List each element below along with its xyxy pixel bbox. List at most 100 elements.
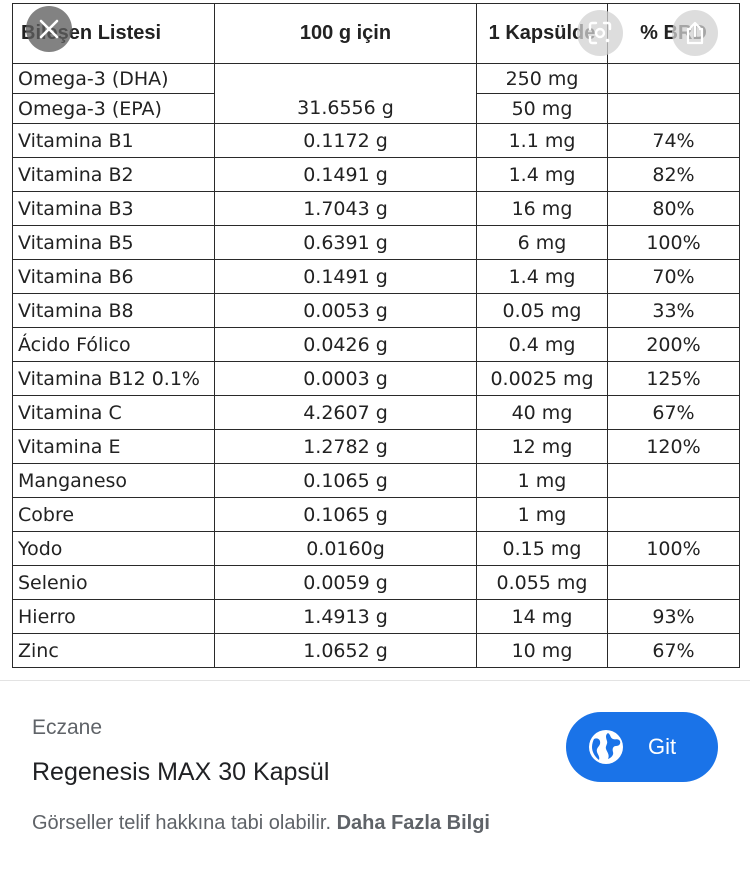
visual-search-button[interactable]	[577, 10, 623, 56]
brd-value: 93%	[607, 599, 740, 634]
ingredient-name: Selenio	[12, 565, 215, 600]
brd-value: 67%	[607, 395, 740, 430]
per-100g-value: 1.0652 g	[214, 633, 477, 668]
brd-value: 82%	[607, 157, 740, 192]
per-capsule-value: 6 mg	[476, 225, 608, 260]
per-capsule-value: 250 mg	[476, 63, 608, 94]
per-capsule-value: 12 mg	[476, 429, 608, 464]
per-capsule-value: 0.15 mg	[476, 531, 608, 566]
visit-button-label: Git	[648, 734, 677, 759]
lens-icon	[588, 21, 612, 45]
per-100g-value: 0.1491 g	[214, 157, 477, 192]
ingredient-name: Vitamina E	[12, 429, 215, 464]
per-capsule-value: 10 mg	[476, 633, 608, 668]
brd-value: 200%	[607, 327, 740, 362]
ingredient-name: Vitamina B2	[12, 157, 215, 192]
per-capsule-value: 1.4 mg	[476, 259, 608, 294]
ingredient-name: Vitamina B5	[12, 225, 215, 260]
ingredient-name: Hierro	[12, 599, 215, 634]
brd-value: 80%	[607, 191, 740, 226]
brd-value: 74%	[607, 123, 740, 158]
image-title[interactable]: Regenesis MAX 30 Kapsül	[32, 758, 330, 786]
ingredient-name: Zinc	[12, 633, 215, 668]
per-capsule-value: 16 mg	[476, 191, 608, 226]
brd-value: 100%	[607, 531, 740, 566]
table-row: Omega-3 (DHA) 250 mg	[12, 63, 740, 94]
divider	[0, 680, 750, 681]
ingredient-name: Vitamina B8	[12, 293, 215, 328]
share-icon	[686, 21, 704, 45]
table-row: Hierro 1.4913 g 14 mg 93%	[12, 599, 740, 634]
ingredient-name: Manganeso	[12, 463, 215, 498]
per-capsule-value: 0.05 mg	[476, 293, 608, 328]
source-site-name[interactable]: Eczane	[32, 716, 103, 739]
ingredient-name: Omega-3 (DHA)	[12, 63, 215, 94]
ingredient-name: Vitamina B6	[12, 259, 215, 294]
brd-value: 120%	[607, 429, 740, 464]
ingredient-name: Vitamina B3	[12, 191, 215, 226]
table-row: Vitamina B3 1.7043 g 16 mg 80%	[12, 191, 740, 226]
per-100g-value: 0.1491 g	[214, 259, 477, 294]
table-row: Vitamina B12 0.1% 0.0003 g 0.0025 mg 125%	[12, 361, 740, 396]
per-100g-value: 1.4913 g	[214, 599, 477, 634]
table-row: Selenio 0.0059 g 0.055 mg	[12, 565, 740, 600]
table-row: Vitamina C 4.2607 g 40 mg 67%	[12, 395, 740, 430]
ingredient-name: Ácido Fólico	[12, 327, 215, 362]
table-row: Omega-3 (EPA) 31.6556 g 50 mg	[12, 93, 740, 124]
ingredient-name: Vitamina B1	[12, 123, 215, 158]
brd-value: 33%	[607, 293, 740, 328]
table-row: Ácido Fólico 0.0426 g 0.4 mg 200%	[12, 327, 740, 362]
close-icon	[39, 19, 59, 39]
per-100g-value: 0.1172 g	[214, 123, 477, 158]
more-info-link[interactable]: Daha Fazla Bilgi	[336, 812, 490, 834]
nutrition-table: Bileşen Listesi 100 g için 1 Kapsülde % …	[12, 3, 740, 668]
result-image[interactable]: Bileşen Listesi 100 g için 1 Kapsülde % …	[0, 0, 750, 680]
copyright-text: Görseller telif hakkına tabi olabilir.	[32, 812, 332, 834]
table-row: Vitamina B6 0.1491 g 1.4 mg 70%	[12, 259, 740, 294]
brd-value	[607, 463, 740, 498]
brd-value: 67%	[607, 633, 740, 668]
brd-value	[607, 93, 740, 124]
per-capsule-value: 50 mg	[476, 93, 608, 124]
copyright-notice: Görseller telif hakkına tabi olabilir. D…	[32, 812, 490, 835]
brd-value: 100%	[607, 225, 740, 260]
per-capsule-value: 1 mg	[476, 463, 608, 498]
per-capsule-value: 1.4 mg	[476, 157, 608, 192]
per-capsule-value: 0.0025 mg	[476, 361, 608, 396]
brd-value	[607, 565, 740, 600]
per-100g-value: 4.2607 g	[214, 395, 477, 430]
per-100g-value: 0.6391 g	[214, 225, 477, 260]
per-capsule-value: 40 mg	[476, 395, 608, 430]
table-row: Zinc 1.0652 g 10 mg 67%	[12, 633, 740, 668]
per-100g-value: 0.1065 g	[214, 497, 477, 532]
per-100g-value: 0.0053 g	[214, 293, 477, 328]
ingredient-name: Yodo	[12, 531, 215, 566]
brd-value: 125%	[607, 361, 740, 396]
close-button[interactable]	[26, 6, 72, 52]
table-row: Vitamina B2 0.1491 g 1.4 mg 82%	[12, 157, 740, 192]
ingredient-name: Omega-3 (EPA)	[12, 93, 215, 124]
globe-icon	[586, 727, 626, 767]
per-capsule-value: 0.4 mg	[476, 327, 608, 362]
per-capsule-value: 14 mg	[476, 599, 608, 634]
table-header-row: Bileşen Listesi 100 g için 1 Kapsülde % …	[12, 3, 740, 64]
per-100g-value: 0.1065 g	[214, 463, 477, 498]
share-button[interactable]	[672, 10, 718, 56]
table-row: Vitamina B8 0.0053 g 0.05 mg 33%	[12, 293, 740, 328]
visit-button[interactable]: Git	[566, 712, 718, 782]
per-100g-value: 0.0426 g	[214, 327, 477, 362]
per-100g-value: 1.2782 g	[214, 429, 477, 464]
per-capsule-value: 0.055 mg	[476, 565, 608, 600]
ingredient-name: Vitamina B12 0.1%	[12, 361, 215, 396]
per-100g-value: 31.6556 g	[214, 93, 477, 124]
table-row: Yodo 0.0160g 0.15 mg 100%	[12, 531, 740, 566]
header-cell: 100 g için	[214, 3, 477, 64]
ingredient-name: Vitamina C	[12, 395, 215, 430]
per-100g-value	[214, 63, 477, 94]
per-100g-value: 0.0160g	[214, 531, 477, 566]
brd-value	[607, 63, 740, 94]
per-capsule-value: 1.1 mg	[476, 123, 608, 158]
